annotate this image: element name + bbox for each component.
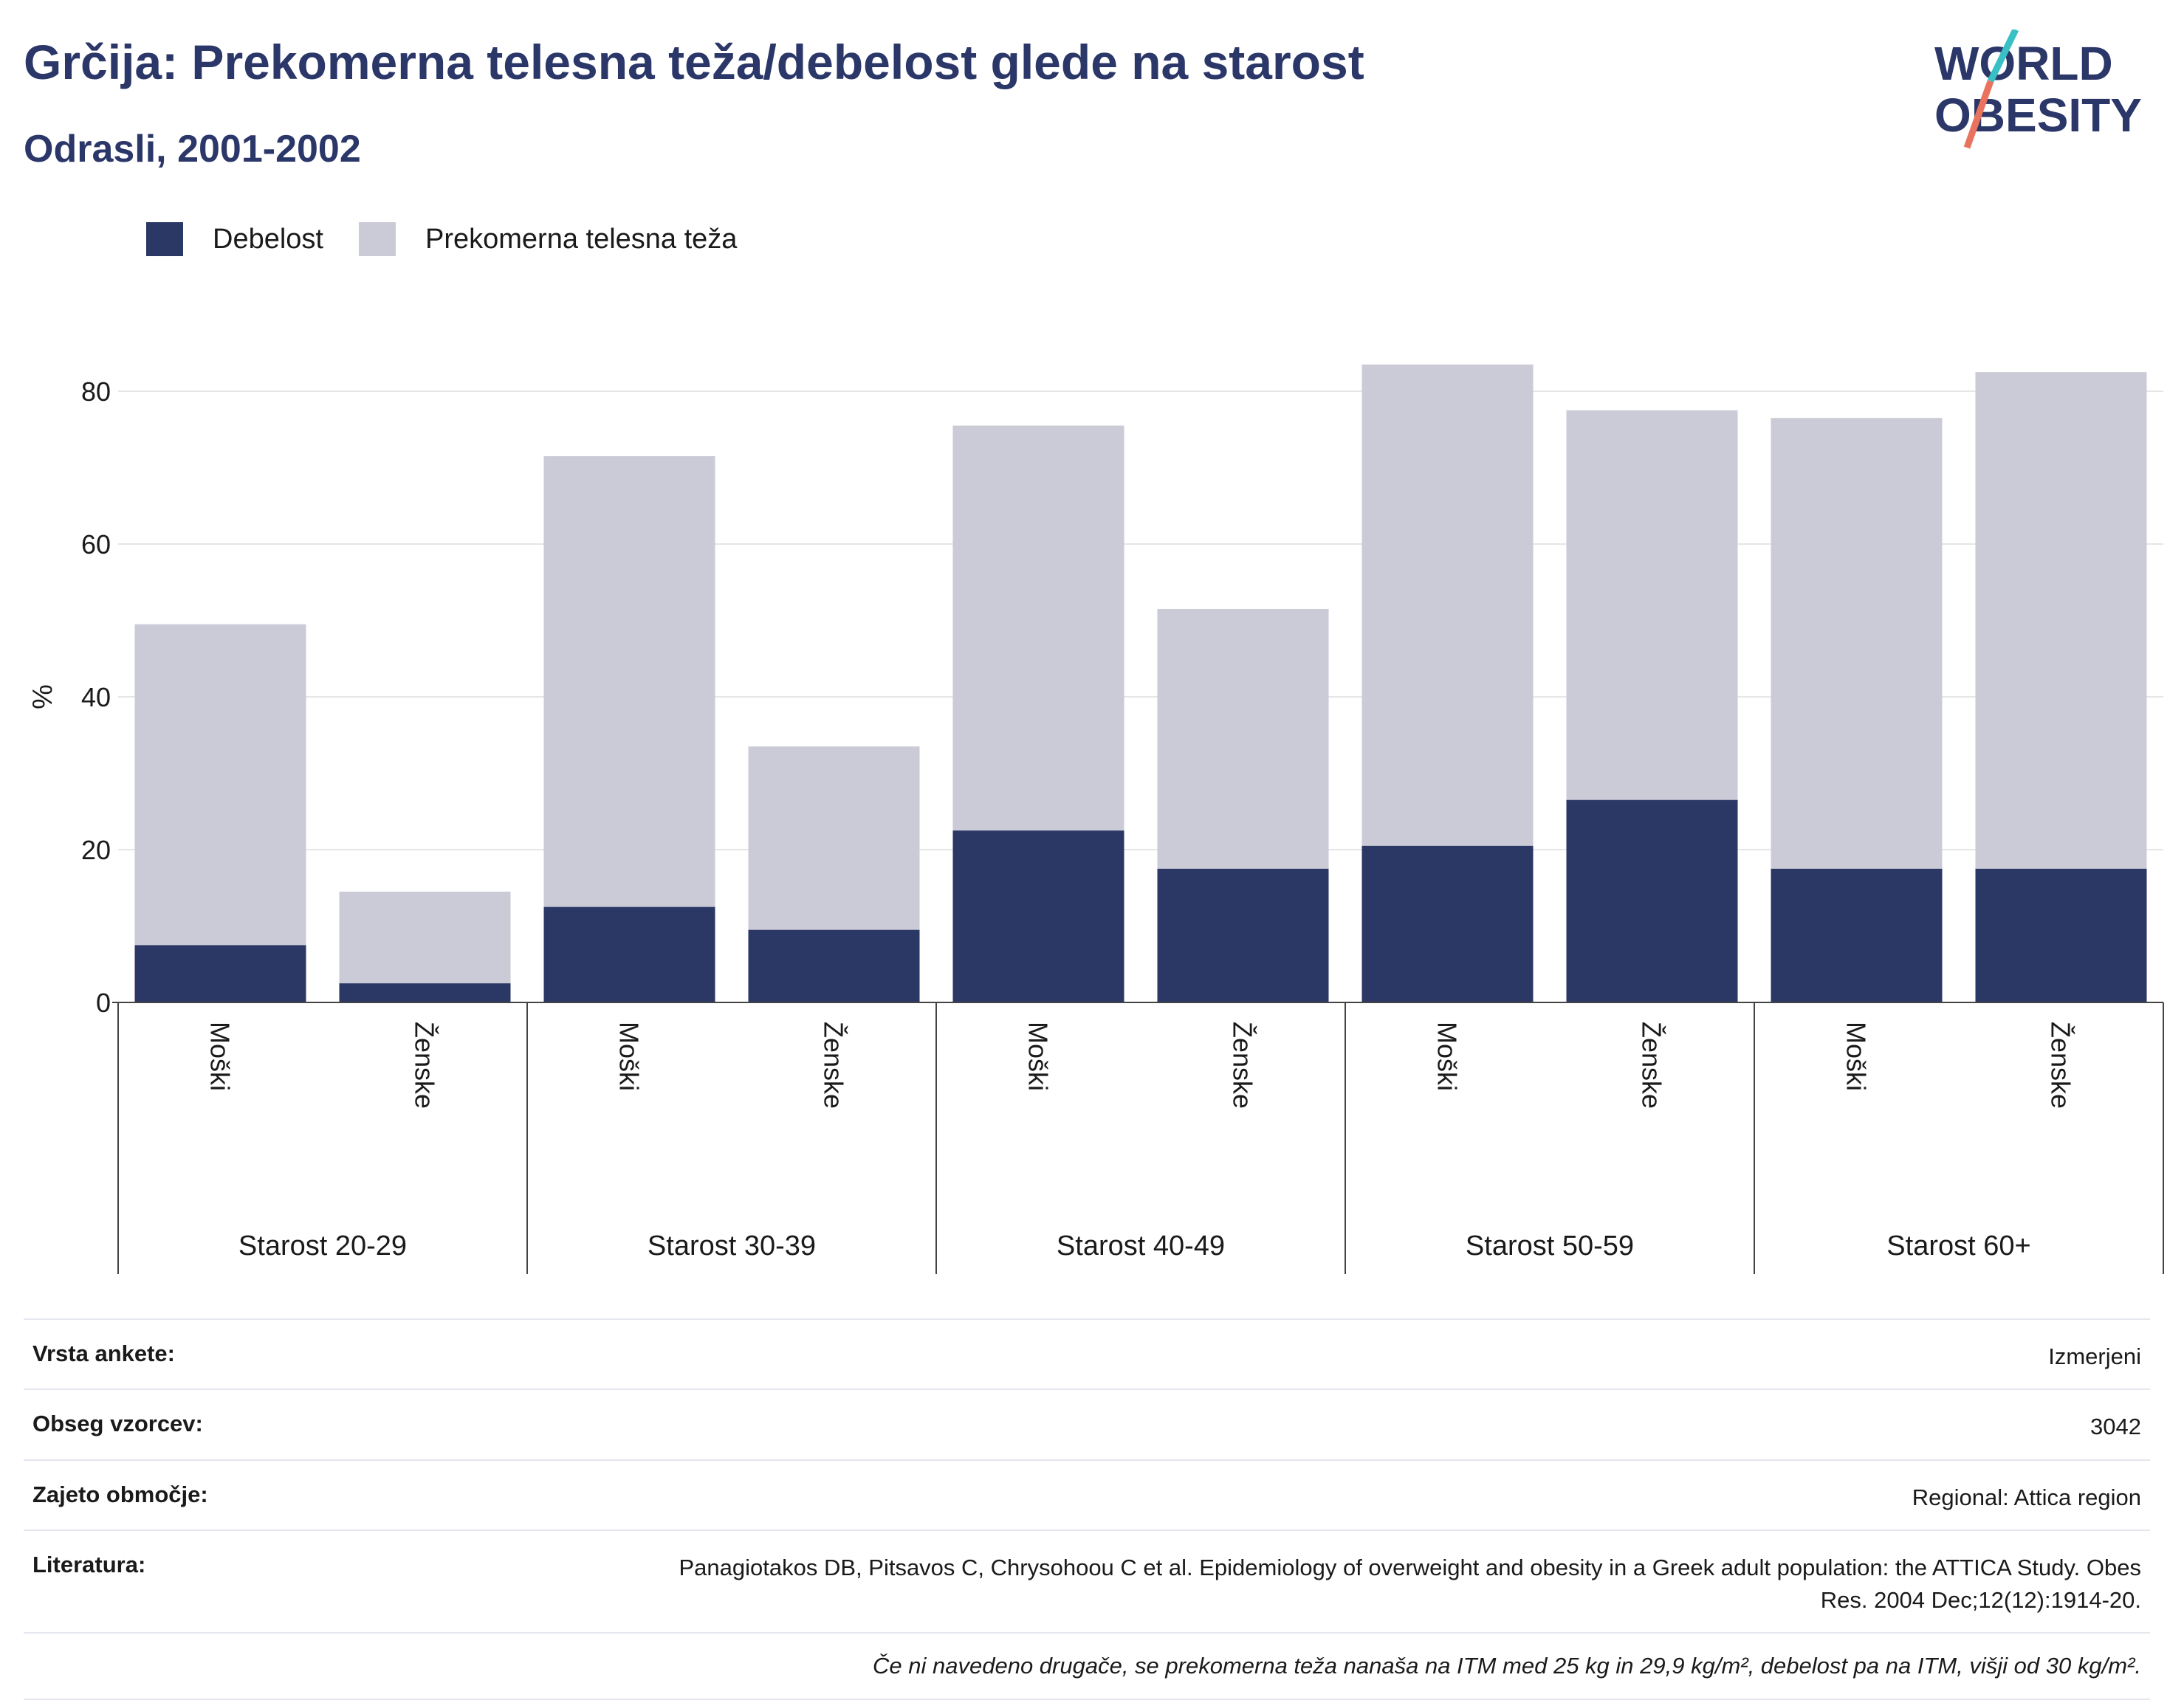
definition-note: Če ni navedeno drugače, se prekomerna te… [24,1631,2150,1700]
x-category-label: Moški [614,1022,645,1091]
legend-item-obesity: Debelost [146,222,323,256]
info-value: Izmerjeni [2048,1343,2141,1369]
x-group-label: Starost 60+ [1886,1231,2030,1262]
bar-overweight [748,746,920,930]
y-tick-label: 80 [81,376,111,407]
bar-obesity [1361,845,1534,1002]
bar-obesity [1975,868,2147,1002]
x-category-label: Ženske [1228,1022,1258,1109]
y-tick-label: 0 [96,988,111,1018]
info-row-literature: Literatura: Panagiotakos DB, Pitsavos C,… [24,1529,2150,1632]
y-tick-label: 60 [81,529,111,560]
bar-obesity [1566,799,1738,1002]
legend-swatch-overweight [358,222,396,256]
bar-overweight [1975,372,2147,869]
bar-obesity [748,929,920,1002]
bar-overweight [1361,364,1534,846]
info-label: Obseg vzorcev: [32,1411,203,1437]
bar-obesity [1157,868,1329,1002]
x-group-label: Starost 50-59 [1466,1231,1634,1262]
x-category-label: Ženske [1637,1022,1667,1109]
bar-obesity [543,906,715,1002]
page-title: Grčija: Prekomerna telesna teža/debelost… [24,35,1364,89]
logo-slash-coral [1963,80,1994,149]
world-obesity-logo: WORLD OBESITY [1934,30,2142,149]
x-category-label: Moški [1841,1022,1872,1091]
x-category-label: Ženske [819,1022,849,1109]
bar-overweight [339,891,511,984]
bar-obesity [134,945,306,1002]
logo-line1: WORLD [1934,37,2113,90]
bar-overweight [1771,418,1943,869]
info-label: Zajeto območje: [32,1481,208,1507]
legend-swatch-obesity [146,222,183,256]
x-group-label: Starost 20-29 [238,1231,407,1262]
info-row-area: Zajeto območje: Regional: Attica region [24,1459,2150,1529]
x-category-label: Moški [205,1022,236,1091]
info-row-sample-size: Obseg vzorcev: 3042 [24,1388,2150,1459]
info-value: 3042 [2090,1414,2141,1440]
bar-overweight [1566,410,1738,800]
legend-item-overweight: Prekomerna telesna teža [358,222,738,256]
logo-slash-teal [1987,30,2019,83]
x-category-label: Moški [1432,1022,1463,1091]
legend-label-obesity: Debelost [213,223,323,255]
info-label: Vrsta ankete: [32,1341,175,1366]
bar-overweight [952,425,1124,831]
x-group-label: Starost 40-49 [1057,1231,1225,1262]
y-tick-label: 20 [81,835,111,865]
logo-line2: OBESITY [1934,89,2142,142]
x-category-label: Moški [1023,1022,1054,1091]
bar-overweight [543,455,715,907]
bar-overweight [134,624,306,946]
x-category-label: Ženske [2046,1022,2076,1109]
info-row-survey-type: Vrsta ankete: Izmerjeni [24,1318,2150,1388]
info-value: Panagiotakos DB, Pitsavos C, Chrysohoou … [679,1555,2142,1613]
survey-info-table: Vrsta ankete: Izmerjeni Obseg vzorcev: 3… [24,1318,2150,1700]
chart-legend: Debelost Prekomerna telesna teža [146,220,772,258]
page-subtitle: Odrasli, 2001-2002 [24,128,361,171]
bar-obesity [1771,868,1943,1002]
y-axis-label: % [27,684,58,709]
bar-chart: 0 20 40 60 80% Moški Ženske Starost 20-29 Moški Ž… [27,364,2164,1274]
x-group-label: Starost 30-39 [648,1231,816,1262]
bar-overweight [1157,608,1329,869]
y-tick-label: 40 [81,682,111,712]
info-label: Literatura: [32,1552,146,1578]
x-category-label: Ženske [410,1022,440,1109]
legend-label-overweight: Prekomerna telesna teža [425,223,738,255]
bar-obesity [952,830,1124,1002]
info-value: Regional: Attica region [1912,1484,2141,1510]
bar-obesity [339,983,511,1002]
